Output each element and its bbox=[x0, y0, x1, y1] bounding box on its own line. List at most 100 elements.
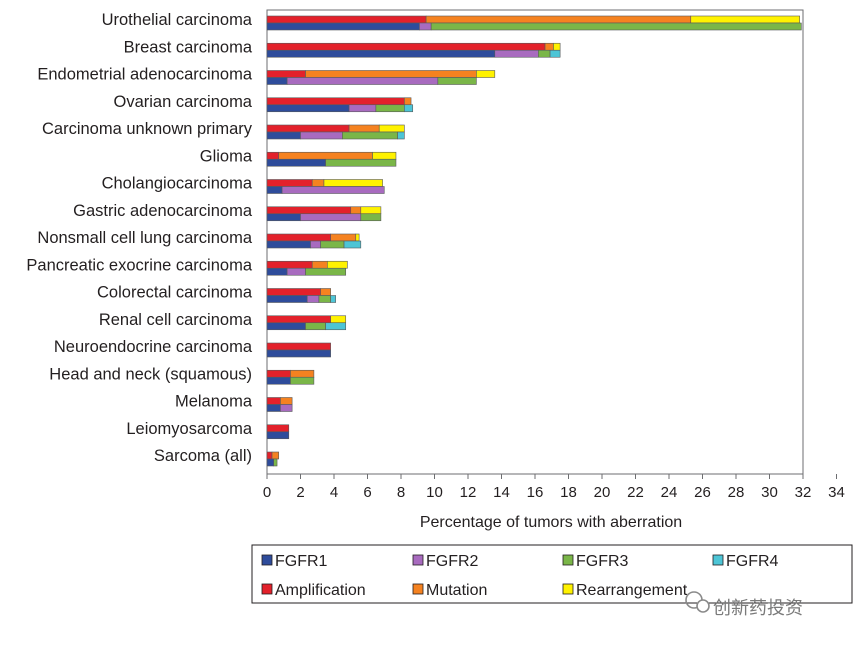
bar-amplification-endometrial-adenocarcinoma bbox=[266, 70, 306, 78]
x-tick-label: 10 bbox=[426, 484, 443, 501]
watermark-text: 创新药投资 bbox=[713, 598, 803, 618]
bar-fgfr1-glioma bbox=[266, 158, 326, 167]
legend-label-rearrangement: Rearrangement bbox=[576, 582, 688, 599]
bar-amplification-carcinoma-unknown-primary bbox=[266, 124, 350, 133]
legend-label-mutation: Mutation bbox=[426, 582, 487, 599]
category-label: Sarcoma (all) bbox=[154, 447, 252, 465]
bar-amplification-melanoma bbox=[266, 397, 281, 405]
bar-fgfr3-renal-cell-carcinoma bbox=[305, 322, 326, 331]
bar-amplification-renal-cell-carcinoma bbox=[266, 315, 331, 324]
bar-mutation-endometrial-adenocarcinoma bbox=[305, 70, 477, 78]
bar-fgfr4-ovarian-carcinoma bbox=[404, 104, 414, 113]
category-label: Breast carcinoma bbox=[124, 38, 253, 56]
bar-rearrangement-carcinoma-unknown-primary bbox=[378, 124, 405, 133]
category-label: Head and neck (squamous) bbox=[49, 365, 252, 383]
bar-fgfr1-pancreatic-exocrine-carcinoma bbox=[266, 267, 288, 276]
bar-fgfr2-urothelial-carcinoma bbox=[419, 22, 432, 31]
bar-rearrangement-breast-carcinoma bbox=[553, 42, 561, 51]
bar-fgfr4-renal-cell-carcinoma bbox=[325, 322, 347, 331]
bar-amplification-glioma bbox=[266, 151, 280, 160]
plot-area bbox=[266, 9, 804, 475]
x-tick-label: 2 bbox=[296, 484, 304, 501]
bar-mutation-melanoma bbox=[280, 397, 293, 405]
bar-fgfr4-nonsmall-cell-lung-carcinoma bbox=[343, 240, 362, 249]
category-label: Carcinoma unknown primary bbox=[42, 120, 253, 138]
bar-fgfr4-breast-carcinoma bbox=[549, 49, 561, 58]
bar-fgfr1-cholangiocarcinoma bbox=[266, 186, 283, 194]
category-label: Glioma bbox=[200, 147, 253, 165]
bar-fgfr2-breast-carcinoma bbox=[494, 49, 539, 58]
bar-rearrangement-gastric-adenocarcinoma bbox=[360, 206, 382, 215]
bar-fgfr1-gastric-adenocarcinoma bbox=[266, 213, 301, 222]
x-tick-label: 24 bbox=[661, 484, 678, 501]
bar-fgfr2-pancreatic-exocrine-carcinoma bbox=[286, 267, 306, 276]
bar-fgfr2-nonsmall-cell-lung-carcinoma bbox=[310, 240, 321, 249]
legend-swatch-amplification bbox=[261, 583, 273, 595]
x-tick-label: 22 bbox=[627, 484, 644, 501]
x-tick-label: 20 bbox=[594, 484, 611, 501]
bar-fgfr2-ovarian-carcinoma bbox=[348, 104, 377, 113]
legend-swatch-fgfr4 bbox=[712, 554, 724, 566]
legend-label-fgfr4: FGFR4 bbox=[726, 553, 779, 570]
bar-fgfr3-glioma bbox=[325, 158, 397, 167]
bar-fgfr1-leiomyosarcoma bbox=[266, 431, 290, 440]
bar-amplification-urothelial-carcinoma bbox=[266, 15, 427, 24]
bar-fgfr3-head-and-neck-squamous bbox=[290, 376, 315, 385]
bar-fgfr3-carcinoma-unknown-primary bbox=[342, 131, 398, 140]
bar-fgfr1-breast-carcinoma bbox=[266, 49, 496, 58]
bar-amplification-pancreatic-exocrine-carcinoma bbox=[266, 260, 313, 269]
category-label: Colorectal carcinoma bbox=[97, 284, 253, 302]
bar-fgfr3-pancreatic-exocrine-carcinoma bbox=[305, 267, 347, 276]
bar-fgfr1-renal-cell-carcinoma bbox=[266, 322, 306, 331]
x-tick-label: 30 bbox=[761, 484, 778, 501]
x-tick-label: 32 bbox=[795, 484, 812, 501]
bar-fgfr2-cholangiocarcinoma bbox=[281, 186, 385, 194]
x-tick-label: 28 bbox=[728, 484, 745, 501]
legend-swatch-fgfr2 bbox=[412, 554, 424, 566]
bar-mutation-carcinoma-unknown-primary bbox=[348, 124, 380, 133]
bar-amplification-neuroendocrine-carcinoma bbox=[266, 342, 331, 351]
x-axis-title: Percentage of tumors with aberration bbox=[420, 514, 682, 531]
bar-fgfr3-gastric-adenocarcinoma bbox=[360, 213, 382, 222]
legend-label-fgfr1: FGFR1 bbox=[275, 553, 328, 570]
x-tick-label: 14 bbox=[493, 484, 510, 501]
watermark: 创新药投资 bbox=[685, 591, 803, 618]
legend: FGFR1 FGFR2 FGFR3 FGFR4 Amplification Mutatio… bbox=[251, 544, 853, 604]
bar-fgfr3-breast-carcinoma bbox=[538, 49, 551, 58]
bar-fgfr1-sarcoma-all bbox=[266, 458, 274, 467]
legend-label-fgfr2: FGFR2 bbox=[426, 553, 479, 570]
x-tick-label: 4 bbox=[330, 484, 338, 501]
bar-fgfr1-colorectal-carcinoma bbox=[266, 295, 308, 303]
bar-amplification-sarcoma-all bbox=[266, 451, 273, 460]
bar-mutation-colorectal-carcinoma bbox=[320, 288, 331, 296]
bar-mutation-breast-carcinoma bbox=[544, 42, 554, 51]
bar-amplification-breast-carcinoma bbox=[266, 42, 546, 51]
bar-fgfr1-ovarian-carcinoma bbox=[266, 104, 350, 113]
legend-swatch-rearrangement bbox=[562, 583, 574, 595]
legend-label-fgfr3: FGFR3 bbox=[576, 553, 629, 570]
bar-mutation-sarcoma-all bbox=[271, 451, 280, 460]
bar-fgfr2-melanoma bbox=[280, 404, 293, 412]
bar-amplification-head-and-neck-squamous bbox=[266, 369, 291, 378]
category-label: Nonsmall cell lung carcinoma bbox=[37, 229, 252, 247]
wechat-icon bbox=[685, 591, 710, 613]
bar-fgfr1-head-and-neck-squamous bbox=[266, 376, 291, 385]
bar-amplification-ovarian-carcinoma bbox=[266, 97, 405, 106]
category-label: Ovarian carcinoma bbox=[114, 93, 253, 111]
category-label: Endometrial adenocarcinoma bbox=[37, 66, 252, 84]
x-tick-label: 18 bbox=[560, 484, 577, 501]
category-label: Renal cell carcinoma bbox=[99, 311, 253, 329]
legend-label-amplification: Amplification bbox=[275, 582, 366, 599]
bar-fgfr1-carcinoma-unknown-primary bbox=[266, 131, 301, 140]
legend-swatch-mutation bbox=[412, 583, 424, 595]
bar-fgfr3-sarcoma-all bbox=[273, 458, 278, 467]
legend-swatch-fgfr1 bbox=[261, 554, 273, 566]
bar-fgfr2-gastric-adenocarcinoma bbox=[300, 213, 362, 222]
category-label: Gastric adenocarcinoma bbox=[73, 202, 253, 220]
bar-fgfr2-endometrial-adenocarcinoma bbox=[286, 77, 439, 85]
bar-fgfr3-colorectal-carcinoma bbox=[318, 295, 331, 303]
bar-amplification-colorectal-carcinoma bbox=[266, 288, 321, 296]
bar-fgfr1-neuroendocrine-carcinoma bbox=[266, 349, 331, 358]
bar-rearrangement-cholangiocarcinoma bbox=[323, 179, 383, 187]
